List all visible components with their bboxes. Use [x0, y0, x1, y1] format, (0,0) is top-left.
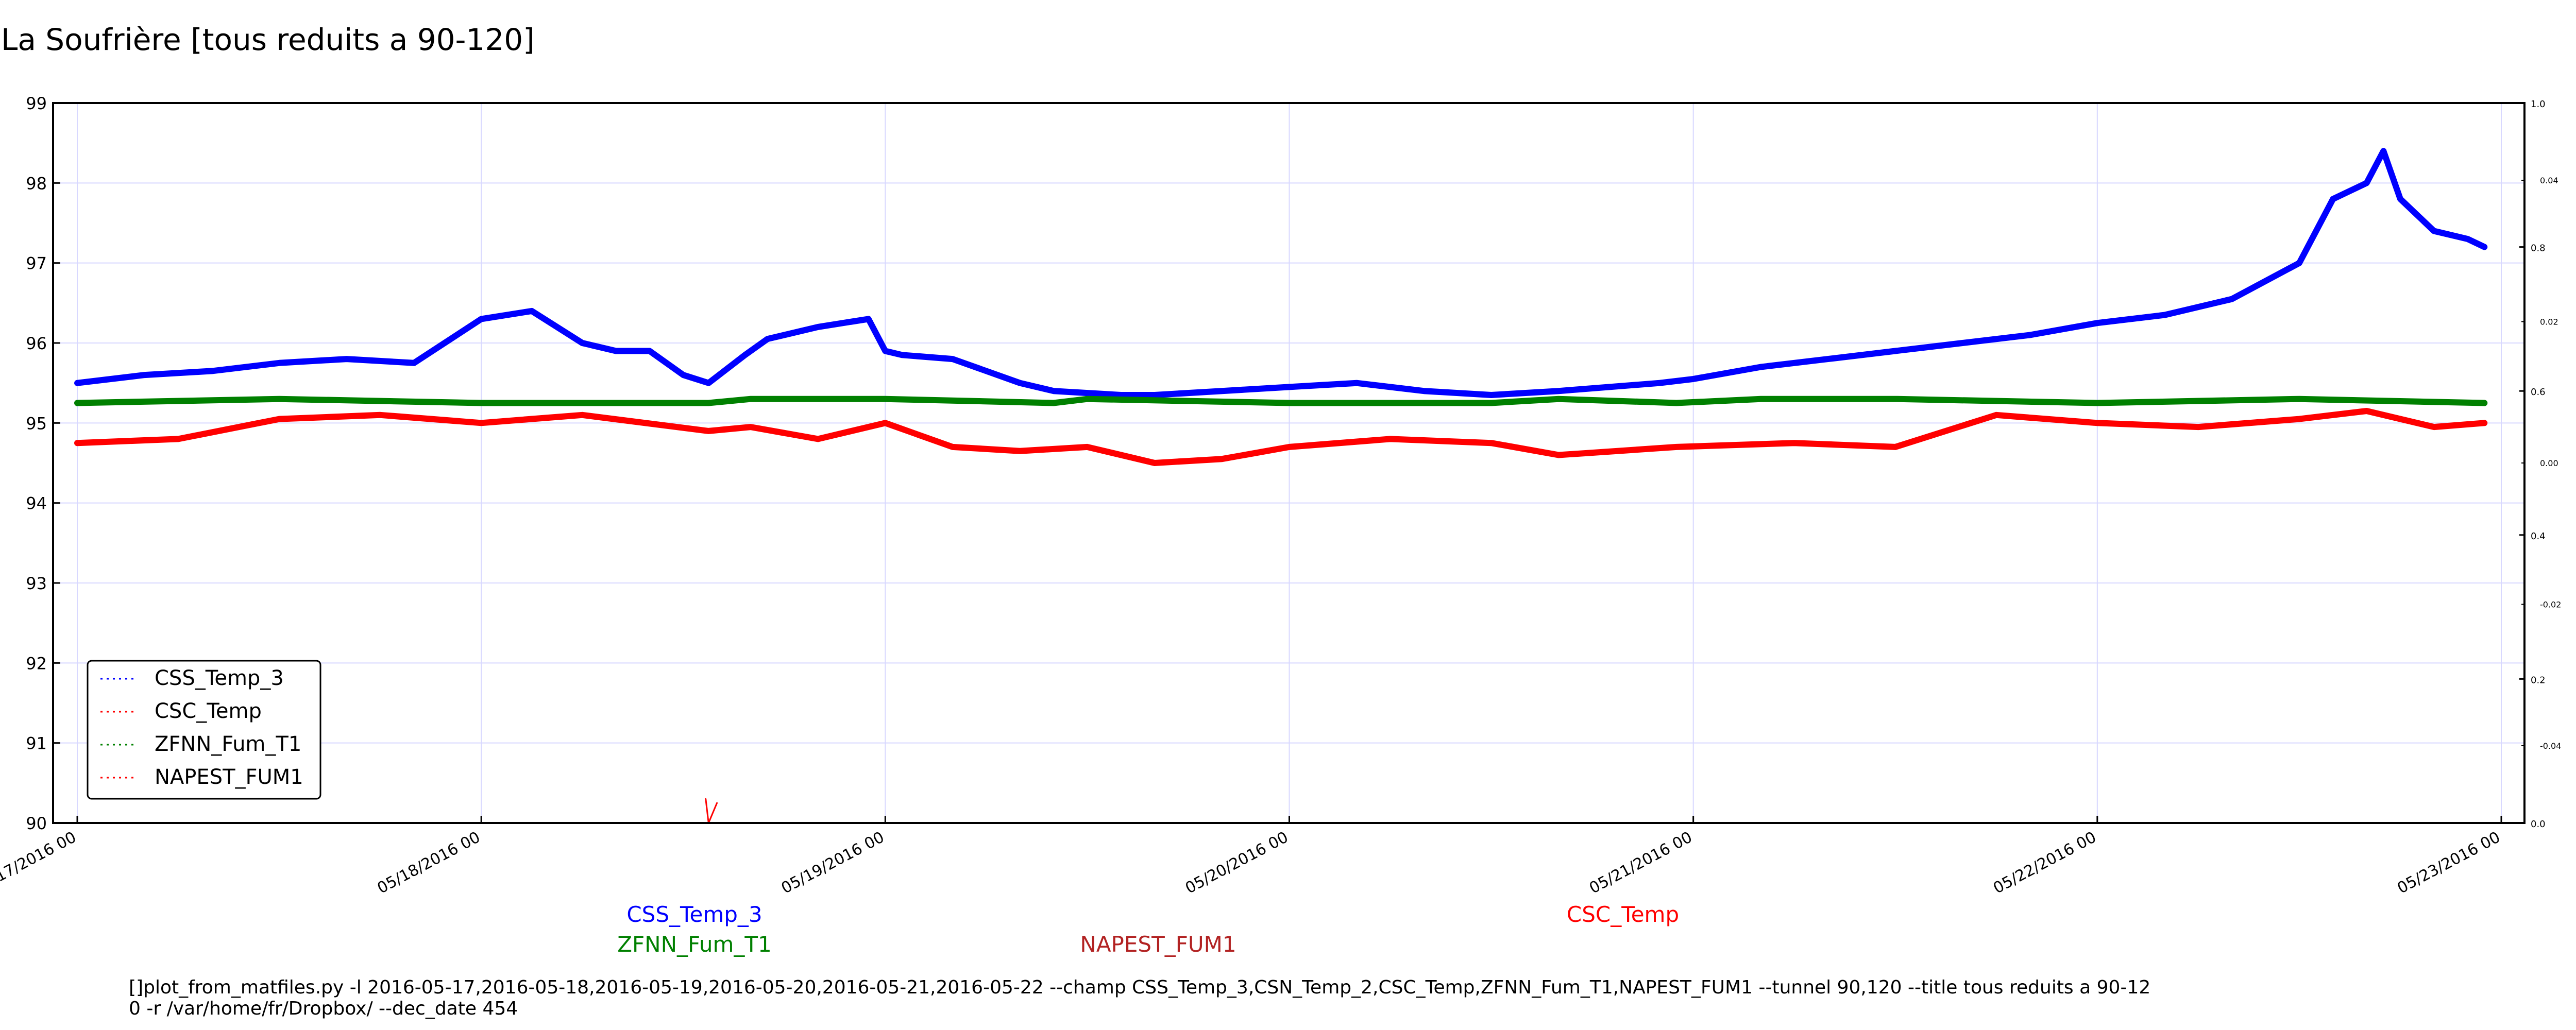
- legend: CSS_Temp_3 CSC_Temp ZFNN_Fum_T1 NAPEST_FUM1: [87, 660, 321, 800]
- y-tick-label: 91: [26, 734, 47, 753]
- series-line-CSC_Temp: [74, 408, 2488, 466]
- annotation-label: NAPEST_FUM1: [1080, 932, 1236, 957]
- y-tick-label: 97: [26, 254, 47, 273]
- y2-tick-label: 0.4: [2531, 531, 2546, 542]
- series-line-ZFNN_Fum_T1: [74, 396, 2488, 406]
- y-tick-label: 94: [26, 494, 47, 513]
- x-tick-label: 05/21/2016 00: [1586, 828, 1695, 897]
- footnote-line-1: []plot_from_matfiles.py -l 2016-05-17,20…: [129, 977, 2150, 998]
- y-tick-label: 93: [26, 574, 47, 593]
- y2-tick-label: 0.2: [2531, 675, 2546, 685]
- x-axis-ticks: 05/17/2016 00 05/18/2016 00 05/19/2016 00 0…: [0, 816, 2503, 898]
- y2-inner-tick-label: 0.02: [2540, 317, 2558, 327]
- footnote-line-2: 0 -r /var/home/fr/Dropbox/ --dec_date 45…: [129, 998, 518, 1019]
- y2-inner-tick-label: -0.02: [2540, 600, 2561, 610]
- y2-tick-label: 0.0: [2531, 819, 2546, 830]
- legend-label: CSS_Temp_3: [155, 666, 284, 690]
- annotations: CSS_Temp_3 ZFNN_Fum_T1 NAPEST_FUM1 CSC_Temp: [617, 902, 1679, 957]
- y-tick-label: 98: [26, 174, 47, 193]
- series-line-NAPEST_FUM1: [705, 798, 718, 824]
- x-tick-label: 05/23/2016 00: [2395, 828, 2503, 897]
- legend-box: [87, 660, 321, 800]
- y2-axis-ticks: 0.0 0.2 0.4 0.6 0.8 1.0 -0.04 -0.02 0.00 0.02 0.04: [2519, 99, 2561, 830]
- series-layer: [74, 148, 2488, 824]
- x-tick-label: 05/22/2016 00: [1990, 828, 2099, 897]
- annotation-label: CSC_Temp: [1567, 902, 1679, 927]
- x-tick-label: 05/17/2016 00: [0, 828, 79, 897]
- x-tick-label: 05/19/2016 00: [778, 828, 887, 897]
- y-tick-label: 92: [26, 654, 47, 673]
- x-tick-label: 05/20/2016 00: [1182, 828, 1291, 897]
- grid: [53, 103, 2524, 823]
- y2-inner-tick-label: 0.04: [2540, 176, 2558, 185]
- y2-tick-label: 0.6: [2531, 387, 2546, 398]
- annotation-label: ZFNN_Fum_T1: [617, 932, 772, 957]
- y-tick-label: 95: [26, 414, 47, 433]
- y2-tick-label: 0.8: [2531, 243, 2546, 254]
- legend-label: ZFNN_Fum_T1: [155, 732, 301, 756]
- y-tick-label: 90: [26, 814, 47, 833]
- annotation-label: CSS_Temp_3: [626, 902, 762, 927]
- series-line-CSS_Temp_3: [74, 148, 2488, 398]
- y-axis-ticks: 90 91 92 93 94 95 96 97 98 99: [26, 94, 60, 833]
- y2-tick-label: 1.0: [2531, 99, 2546, 110]
- chart-title: La Soufrière [tous reduits a 90-120]: [1, 22, 535, 57]
- legend-label: CSC_Temp: [155, 699, 262, 723]
- y2-inner-tick-label: 0.00: [2540, 458, 2558, 468]
- legend-label: NAPEST_FUM1: [155, 765, 303, 789]
- y-tick-label: 99: [26, 94, 47, 113]
- y-tick-label: 96: [26, 334, 47, 353]
- y2-inner-tick-label: -0.04: [2540, 741, 2561, 751]
- x-tick-label: 05/18/2016 00: [375, 828, 483, 897]
